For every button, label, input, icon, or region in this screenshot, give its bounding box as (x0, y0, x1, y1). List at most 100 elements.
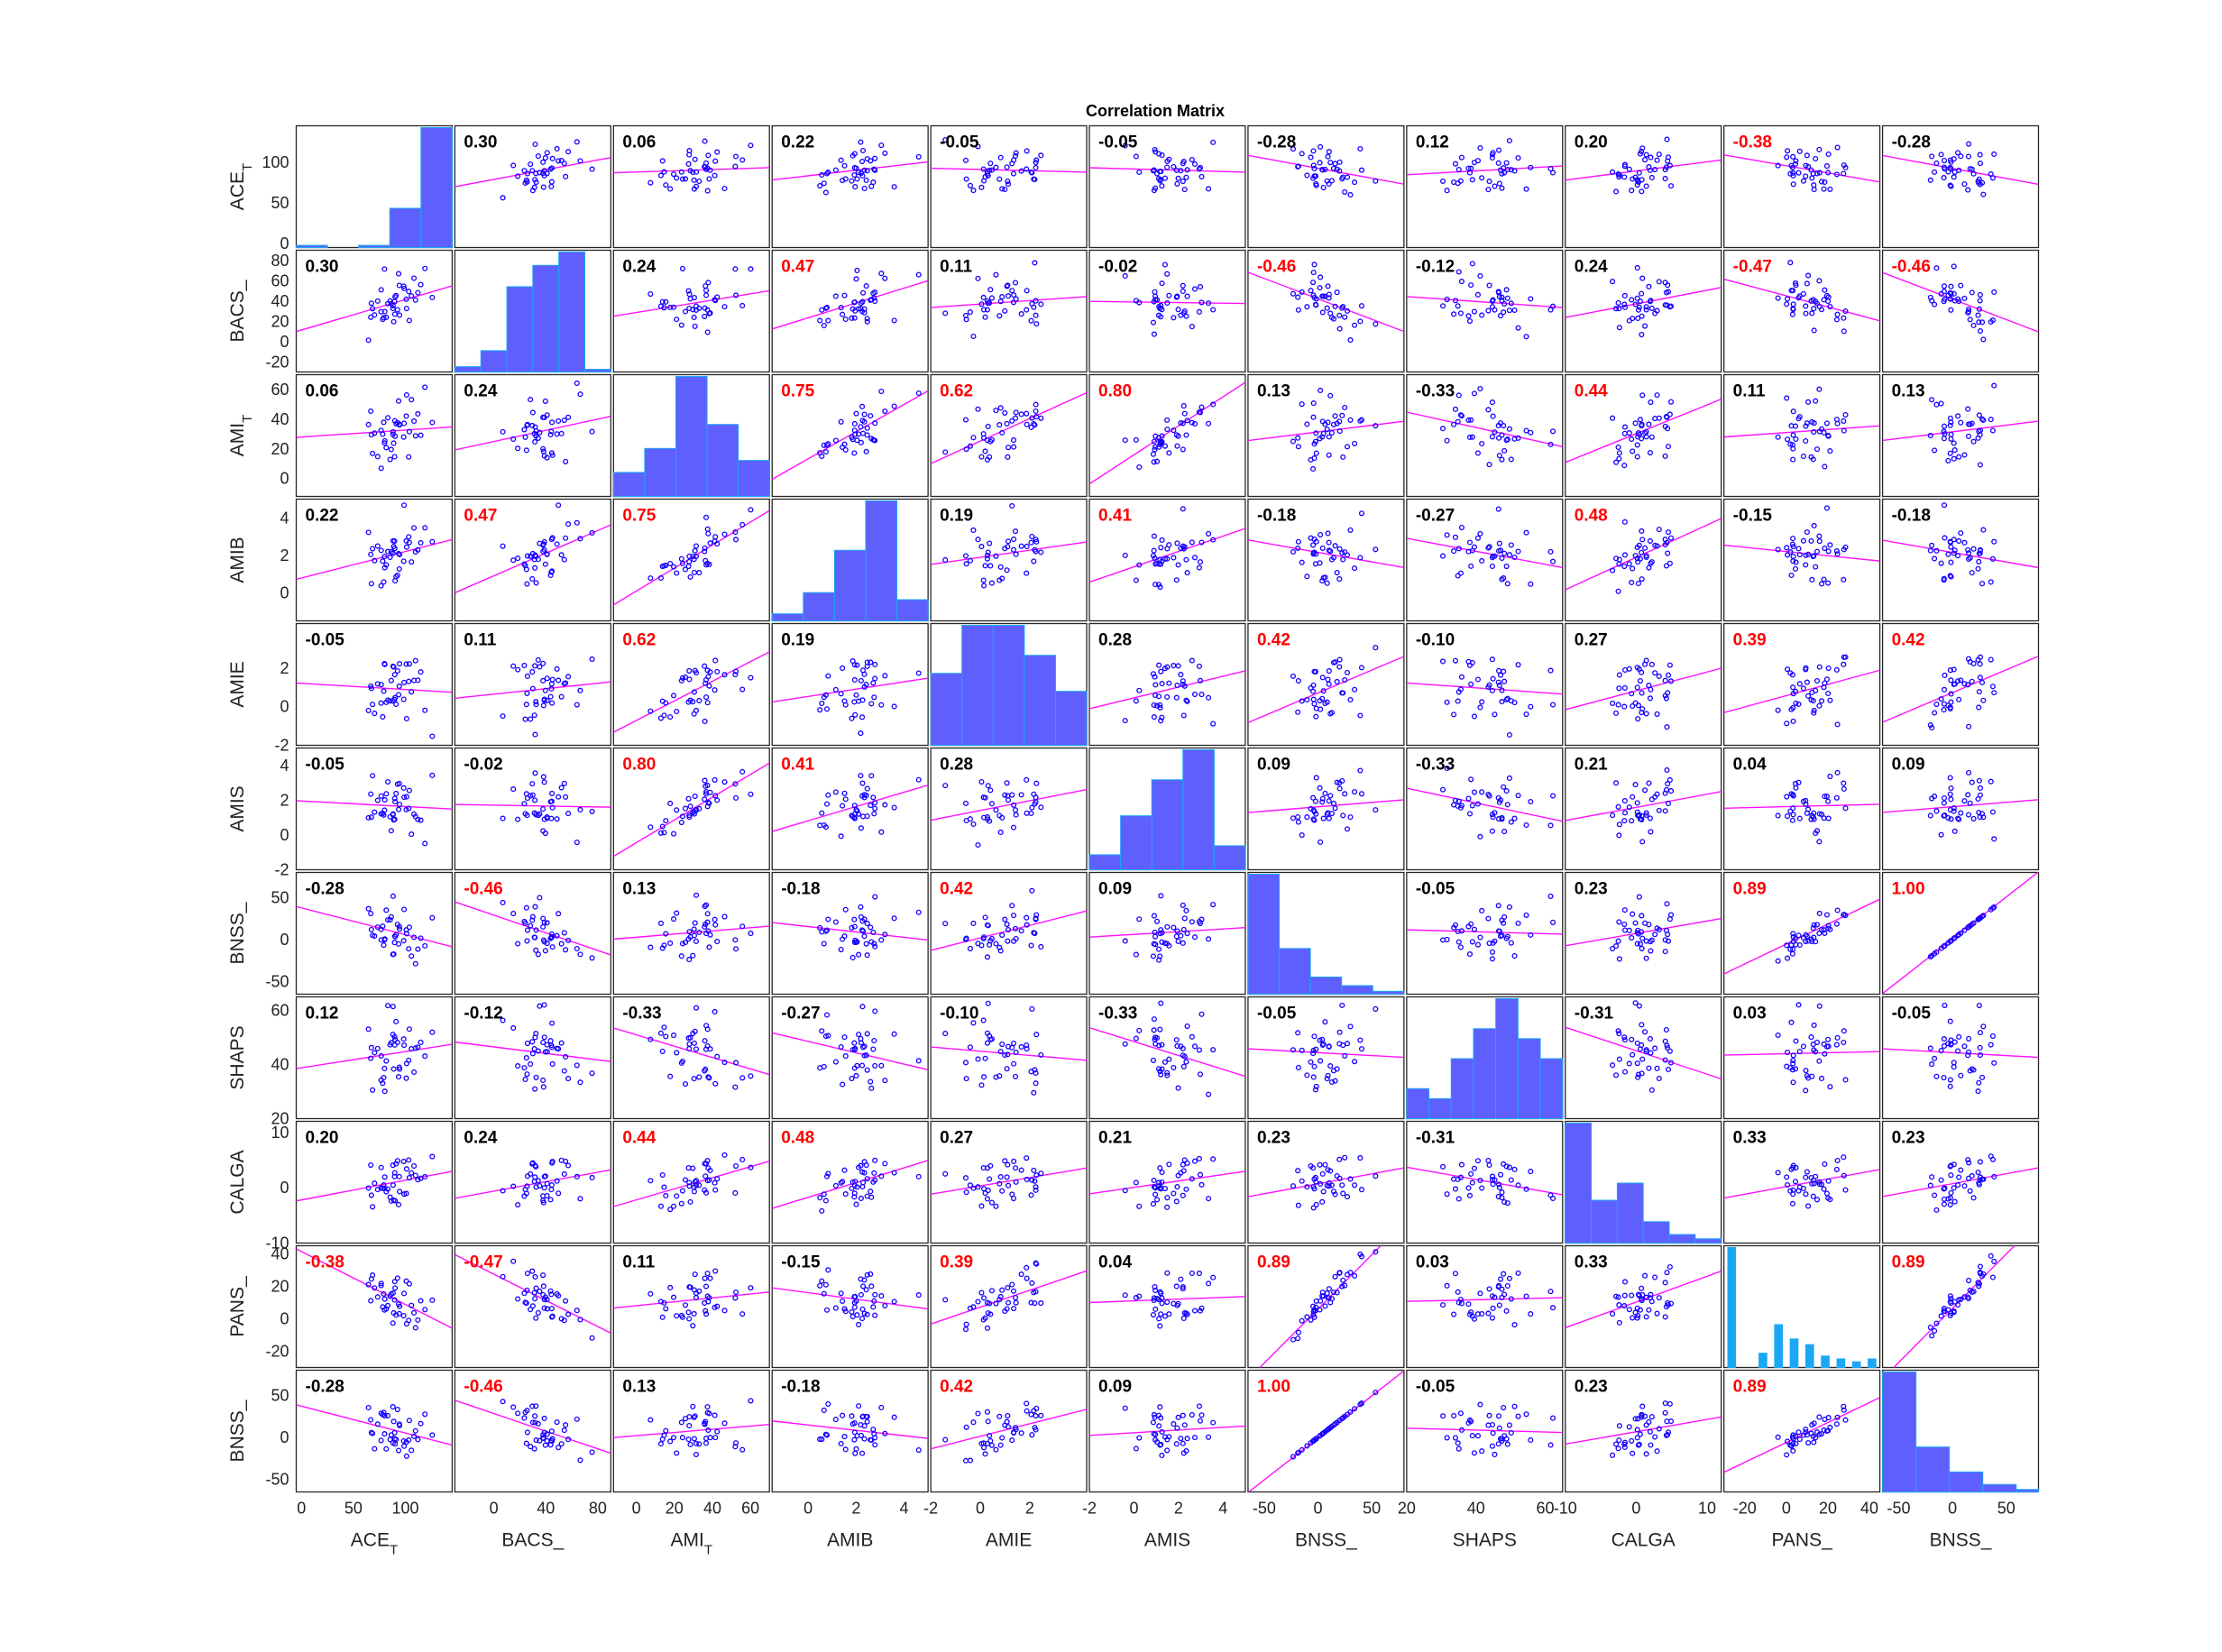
data-point (1788, 1019, 1795, 1025)
data-point (1515, 920, 1521, 926)
data-point (1156, 1179, 1162, 1186)
data-point (1330, 1189, 1337, 1195)
data-point (1469, 803, 1475, 809)
data-point (1162, 940, 1169, 946)
data-point (1643, 1422, 1649, 1428)
data-point (1927, 812, 1933, 819)
data-point (870, 1427, 877, 1433)
data-point (721, 185, 728, 192)
data-point (1180, 282, 1186, 289)
data-point (858, 1195, 864, 1202)
data-point (978, 301, 985, 307)
data-point (1206, 1280, 1212, 1287)
data-point (1150, 1419, 1157, 1426)
data-point (1927, 294, 1933, 300)
data-point (1197, 1418, 1204, 1424)
data-point (415, 1317, 421, 1323)
panel-r1-c9: -0.47 (1723, 249, 1881, 373)
data-point (1310, 1074, 1317, 1080)
correlation-label: -0.02 (464, 756, 502, 775)
panel-frame (930, 498, 1088, 622)
data-point (1339, 305, 1345, 311)
data-point (1969, 1172, 1975, 1179)
data-point (532, 1273, 538, 1280)
data-point (963, 1424, 969, 1430)
data-point (732, 266, 739, 272)
data-point (1299, 289, 1305, 295)
data-point (962, 1457, 969, 1464)
data-point (1803, 562, 1809, 568)
data-point (670, 1203, 677, 1209)
scatter-content (931, 1000, 1088, 1096)
data-point (1648, 1414, 1655, 1420)
data-point (1643, 1451, 1649, 1457)
histogram-bar (1279, 948, 1311, 996)
data-point (823, 304, 831, 310)
data-point (418, 1298, 424, 1304)
data-point (1002, 409, 1008, 416)
correlation-label: -0.18 (781, 880, 820, 899)
scatter-content (296, 1153, 453, 1210)
data-point (1630, 448, 1636, 454)
data-point (1157, 1026, 1163, 1032)
panel-r1-c3: 0.47 (771, 249, 929, 373)
data-point (984, 1196, 991, 1202)
data-point (1206, 530, 1212, 537)
data-point (878, 388, 885, 395)
data-point (1157, 1323, 1163, 1329)
data-point (1458, 1161, 1464, 1168)
data-point (1549, 702, 1556, 708)
data-point (993, 553, 999, 559)
data-point (1031, 1289, 1037, 1296)
data-point (1951, 808, 1957, 814)
data-point (864, 663, 870, 669)
data-point (1005, 181, 1012, 188)
data-point (705, 530, 712, 537)
data-point (1210, 1274, 1217, 1280)
data-point (1157, 1404, 1163, 1410)
data-point (1004, 1066, 1010, 1072)
fit-line (1089, 1026, 1245, 1078)
data-point (1800, 290, 1806, 297)
data-point (1310, 414, 1317, 420)
data-point (403, 1278, 409, 1284)
data-point (1495, 147, 1502, 153)
data-point (528, 793, 534, 799)
fit-line (296, 1043, 453, 1069)
data-point (1486, 179, 1492, 185)
data-point (1787, 670, 1794, 676)
data-point (374, 454, 381, 460)
data-point (1822, 1161, 1828, 1168)
data-point (1474, 450, 1481, 456)
data-point (864, 425, 870, 431)
data-point (1616, 832, 1622, 839)
data-point (851, 1436, 858, 1443)
data-point (1506, 731, 1512, 739)
data-point (1319, 309, 1326, 316)
data-point (549, 933, 556, 940)
data-point (1496, 799, 1502, 805)
data-point (993, 1203, 999, 1209)
data-point (565, 1436, 572, 1443)
data-point (1373, 1249, 1379, 1255)
panel-frame (1247, 249, 1405, 373)
data-point (1648, 1442, 1654, 1448)
histogram-bar (1727, 1247, 1737, 1368)
data-point (733, 1440, 739, 1446)
data-point (1790, 1057, 1796, 1064)
data-point (1009, 502, 1015, 509)
panel-frame (612, 996, 770, 1120)
data-point (1642, 787, 1648, 794)
data-point (1158, 1000, 1164, 1006)
data-point (565, 1076, 572, 1082)
data-point (528, 1444, 534, 1450)
data-point (1455, 392, 1462, 399)
data-point (1636, 1003, 1642, 1009)
data-point (1174, 1042, 1180, 1050)
correlation-label: 0.80 (1098, 382, 1132, 401)
data-point (1988, 579, 1994, 585)
data-point (882, 1161, 888, 1167)
data-point (861, 1436, 868, 1442)
data-point (381, 315, 387, 321)
scatter-content (1882, 769, 2039, 842)
